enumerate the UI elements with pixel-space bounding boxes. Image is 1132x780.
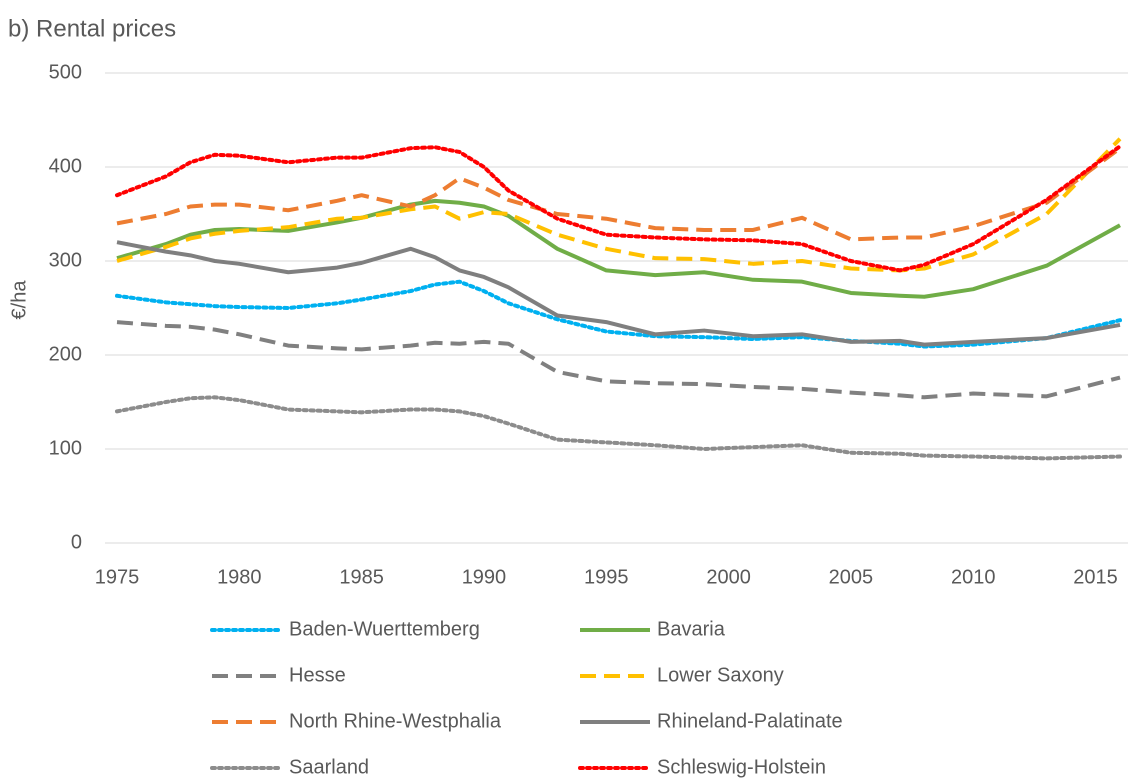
- y-tick-label: 300: [49, 249, 82, 271]
- chart-title: b) Rental prices: [8, 15, 176, 42]
- x-tick-label: 1980: [217, 566, 262, 588]
- y-tick-label: 100: [49, 437, 82, 459]
- legend-label: Baden-Wuerttemberg: [289, 618, 480, 640]
- x-tick-label: 1995: [584, 566, 629, 588]
- legend-label: Schleswig-Holstein: [657, 756, 826, 778]
- legend-label: North Rhine-Westphalia: [289, 710, 502, 732]
- x-tick-label: 2015: [1073, 566, 1118, 588]
- x-tick-label: 2010: [951, 566, 996, 588]
- y-tick-label: 0: [71, 531, 82, 553]
- line-series: [115, 144, 1122, 273]
- line-series: [115, 395, 1122, 461]
- x-tick-label: 1975: [95, 566, 140, 588]
- y-axis-label: €/ha: [8, 280, 30, 320]
- legend-label: Hesse: [289, 664, 346, 686]
- legend-label: Bavaria: [657, 618, 726, 640]
- x-tick-label: 1985: [339, 566, 384, 588]
- y-tick-label: 500: [49, 61, 82, 83]
- legend-label: Rhineland-Palatinate: [657, 710, 843, 732]
- line-series: [116, 240, 1121, 347]
- line-series: [116, 320, 1121, 400]
- line-series: [116, 146, 1122, 242]
- y-tick-label: 200: [49, 343, 82, 365]
- line-series: [115, 279, 1122, 349]
- line-series: [116, 137, 1122, 273]
- x-tick-label: 2000: [706, 566, 751, 588]
- x-tick-label: 2005: [829, 566, 874, 588]
- legend-label: Lower Saxony: [657, 664, 784, 686]
- x-tick-label: 1990: [462, 566, 507, 588]
- y-tick-label: 400: [49, 155, 82, 177]
- line-series: [116, 198, 1121, 299]
- legend-label: Saarland: [289, 756, 369, 778]
